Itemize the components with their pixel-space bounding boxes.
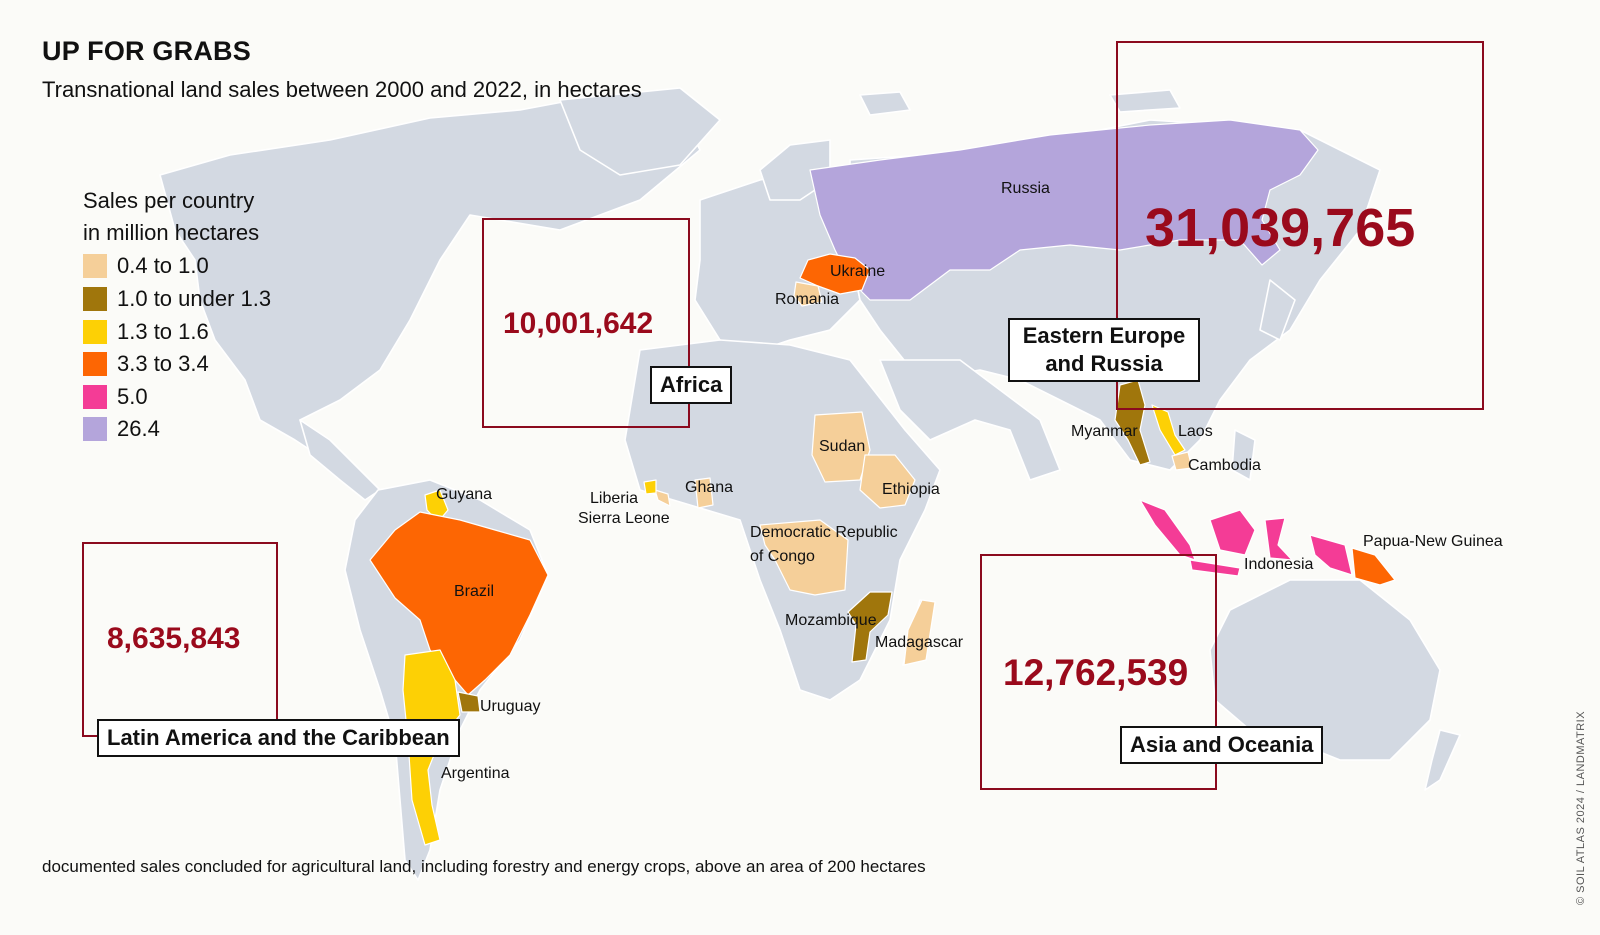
central-america-landmass	[299, 419, 381, 501]
legend-label: 1.0 to under 1.3	[117, 286, 272, 311]
country-label-myanmar: Myanmar	[1071, 423, 1138, 440]
country-label-brazil: Brazil	[454, 583, 495, 600]
madagascar-shape	[903, 599, 936, 666]
country-label-drc-line1: Democratic Republic	[750, 524, 898, 541]
indonesia-sumatra-shape	[1139, 499, 1196, 561]
country-label-drc-line2: of Congo	[750, 548, 815, 565]
asia-oceania-total: 12,762,539	[1003, 652, 1189, 693]
africa-region-label: Africa	[650, 366, 733, 404]
sierra-leone-shape	[643, 479, 657, 495]
latin-america-total: 8,635,843	[107, 622, 241, 655]
drc-shape	[759, 519, 849, 596]
legend-swatch	[83, 320, 107, 344]
country-label-papua-new-guinea: Papua-New Guinea	[1363, 533, 1503, 550]
legend-label: 1.3 to 1.6	[117, 319, 209, 344]
country-label-cambodia: Cambodia	[1188, 457, 1261, 474]
papua-new-guinea-shape	[1351, 547, 1396, 586]
legend-item: 26.4	[83, 415, 160, 443]
myanmar-shape	[1114, 379, 1151, 466]
liberia-shape	[654, 489, 671, 507]
brazil-shape	[369, 511, 549, 696]
country-label-uruguay: Uruguay	[480, 698, 541, 715]
japan-landmass	[1259, 279, 1296, 341]
indonesia-sulawesi-shape	[1264, 517, 1293, 561]
legend-swatch	[83, 417, 107, 441]
legend-label: 0.4 to 1.0	[117, 253, 209, 278]
romania-shape	[793, 281, 823, 307]
indonesia-papua-shape	[1309, 534, 1353, 576]
country-label-russia: Russia	[1001, 180, 1050, 197]
country-label-indonesia: Indonesia	[1244, 556, 1314, 573]
north-america-landmass	[159, 94, 701, 456]
greenland-landmass	[559, 87, 721, 176]
footnote: documented sales concluded for agricultu…	[42, 857, 926, 876]
eastern-europe-russia-total: 31,039,765	[1145, 198, 1416, 258]
uruguay-shape	[457, 691, 481, 713]
sudan-shape	[811, 411, 871, 483]
mozambique-shape	[847, 591, 893, 663]
legend-title-line1: Sales per country	[83, 188, 255, 213]
latin-america-region-label: Latin America and the Caribbean	[97, 719, 460, 757]
country-label-ethiopia: Ethiopia	[882, 481, 940, 498]
country-label-laos: Laos	[1178, 423, 1213, 440]
legend-item: 3.3 to 3.4	[83, 350, 209, 378]
country-label-ukraine: Ukraine	[830, 263, 886, 280]
eastern-europe-russia-region-box	[1116, 41, 1484, 410]
eastern-europe-russia-label-line1: Eastern Europe	[1022, 323, 1186, 348]
country-label-madagascar: Madagascar	[875, 634, 964, 651]
country-label-mozambique: Mozambique	[785, 612, 877, 629]
country-label-liberia: Liberia	[590, 490, 639, 507]
eastern-europe-russia-label-line2: and Russia	[1045, 351, 1163, 376]
legend-item: 0.4 to 1.0	[83, 252, 209, 280]
country-label-guyana: Guyana	[436, 486, 493, 503]
asia-oceania-region-label: Asia and Oceania	[1120, 726, 1324, 764]
source-credit: © SOIL ATLAS 2024 / LANDMATRIX	[1575, 710, 1587, 905]
ethiopia-shape	[859, 454, 916, 509]
south-asia-landmass	[879, 359, 1061, 481]
map-title: UP FOR GRABS	[42, 36, 251, 66]
philippines-landmass	[1231, 429, 1256, 481]
laos-shape	[1151, 404, 1186, 456]
legend-swatch	[83, 254, 107, 278]
country-label-sudan: Sudan	[819, 438, 866, 455]
russia-shape	[809, 119, 1319, 301]
country-label-romania: Romania	[775, 291, 840, 308]
country-label-ghana: Ghana	[685, 479, 734, 496]
legend-title-line2: in million hectares	[83, 220, 260, 245]
new-zealand-landmass	[1424, 729, 1461, 791]
asia-oceania-region-box	[980, 554, 1217, 790]
cambodia-shape	[1171, 451, 1193, 471]
legend-label: 26.4	[117, 416, 160, 441]
ghana-shape	[694, 477, 714, 509]
legend-label: 3.3 to 3.4	[117, 351, 209, 376]
africa-region-box	[482, 218, 690, 428]
legend-item: 1.0 to under 1.3	[83, 285, 271, 313]
legend-swatch	[83, 287, 107, 311]
map-subtitle: Transnational land sales between 2000 an…	[42, 77, 642, 102]
ukraine-shape	[799, 253, 871, 295]
indonesia-borneo-shape	[1209, 509, 1256, 556]
country-label-argentina: Argentina	[441, 765, 510, 782]
legend-swatch	[83, 352, 107, 376]
country-label-sierra-leone: Sierra Leone	[578, 510, 670, 527]
legend-item: 1.3 to 1.6	[83, 318, 209, 346]
eastern-europe-russia-region-label: Eastern Europe and Russia	[1008, 318, 1200, 382]
legend-swatch	[83, 385, 107, 409]
arctic-islands-landmass	[859, 91, 911, 116]
africa-total: 10,001,642	[503, 307, 654, 340]
legend-label: 5.0	[117, 384, 148, 409]
legend-item: 5.0	[83, 383, 148, 411]
